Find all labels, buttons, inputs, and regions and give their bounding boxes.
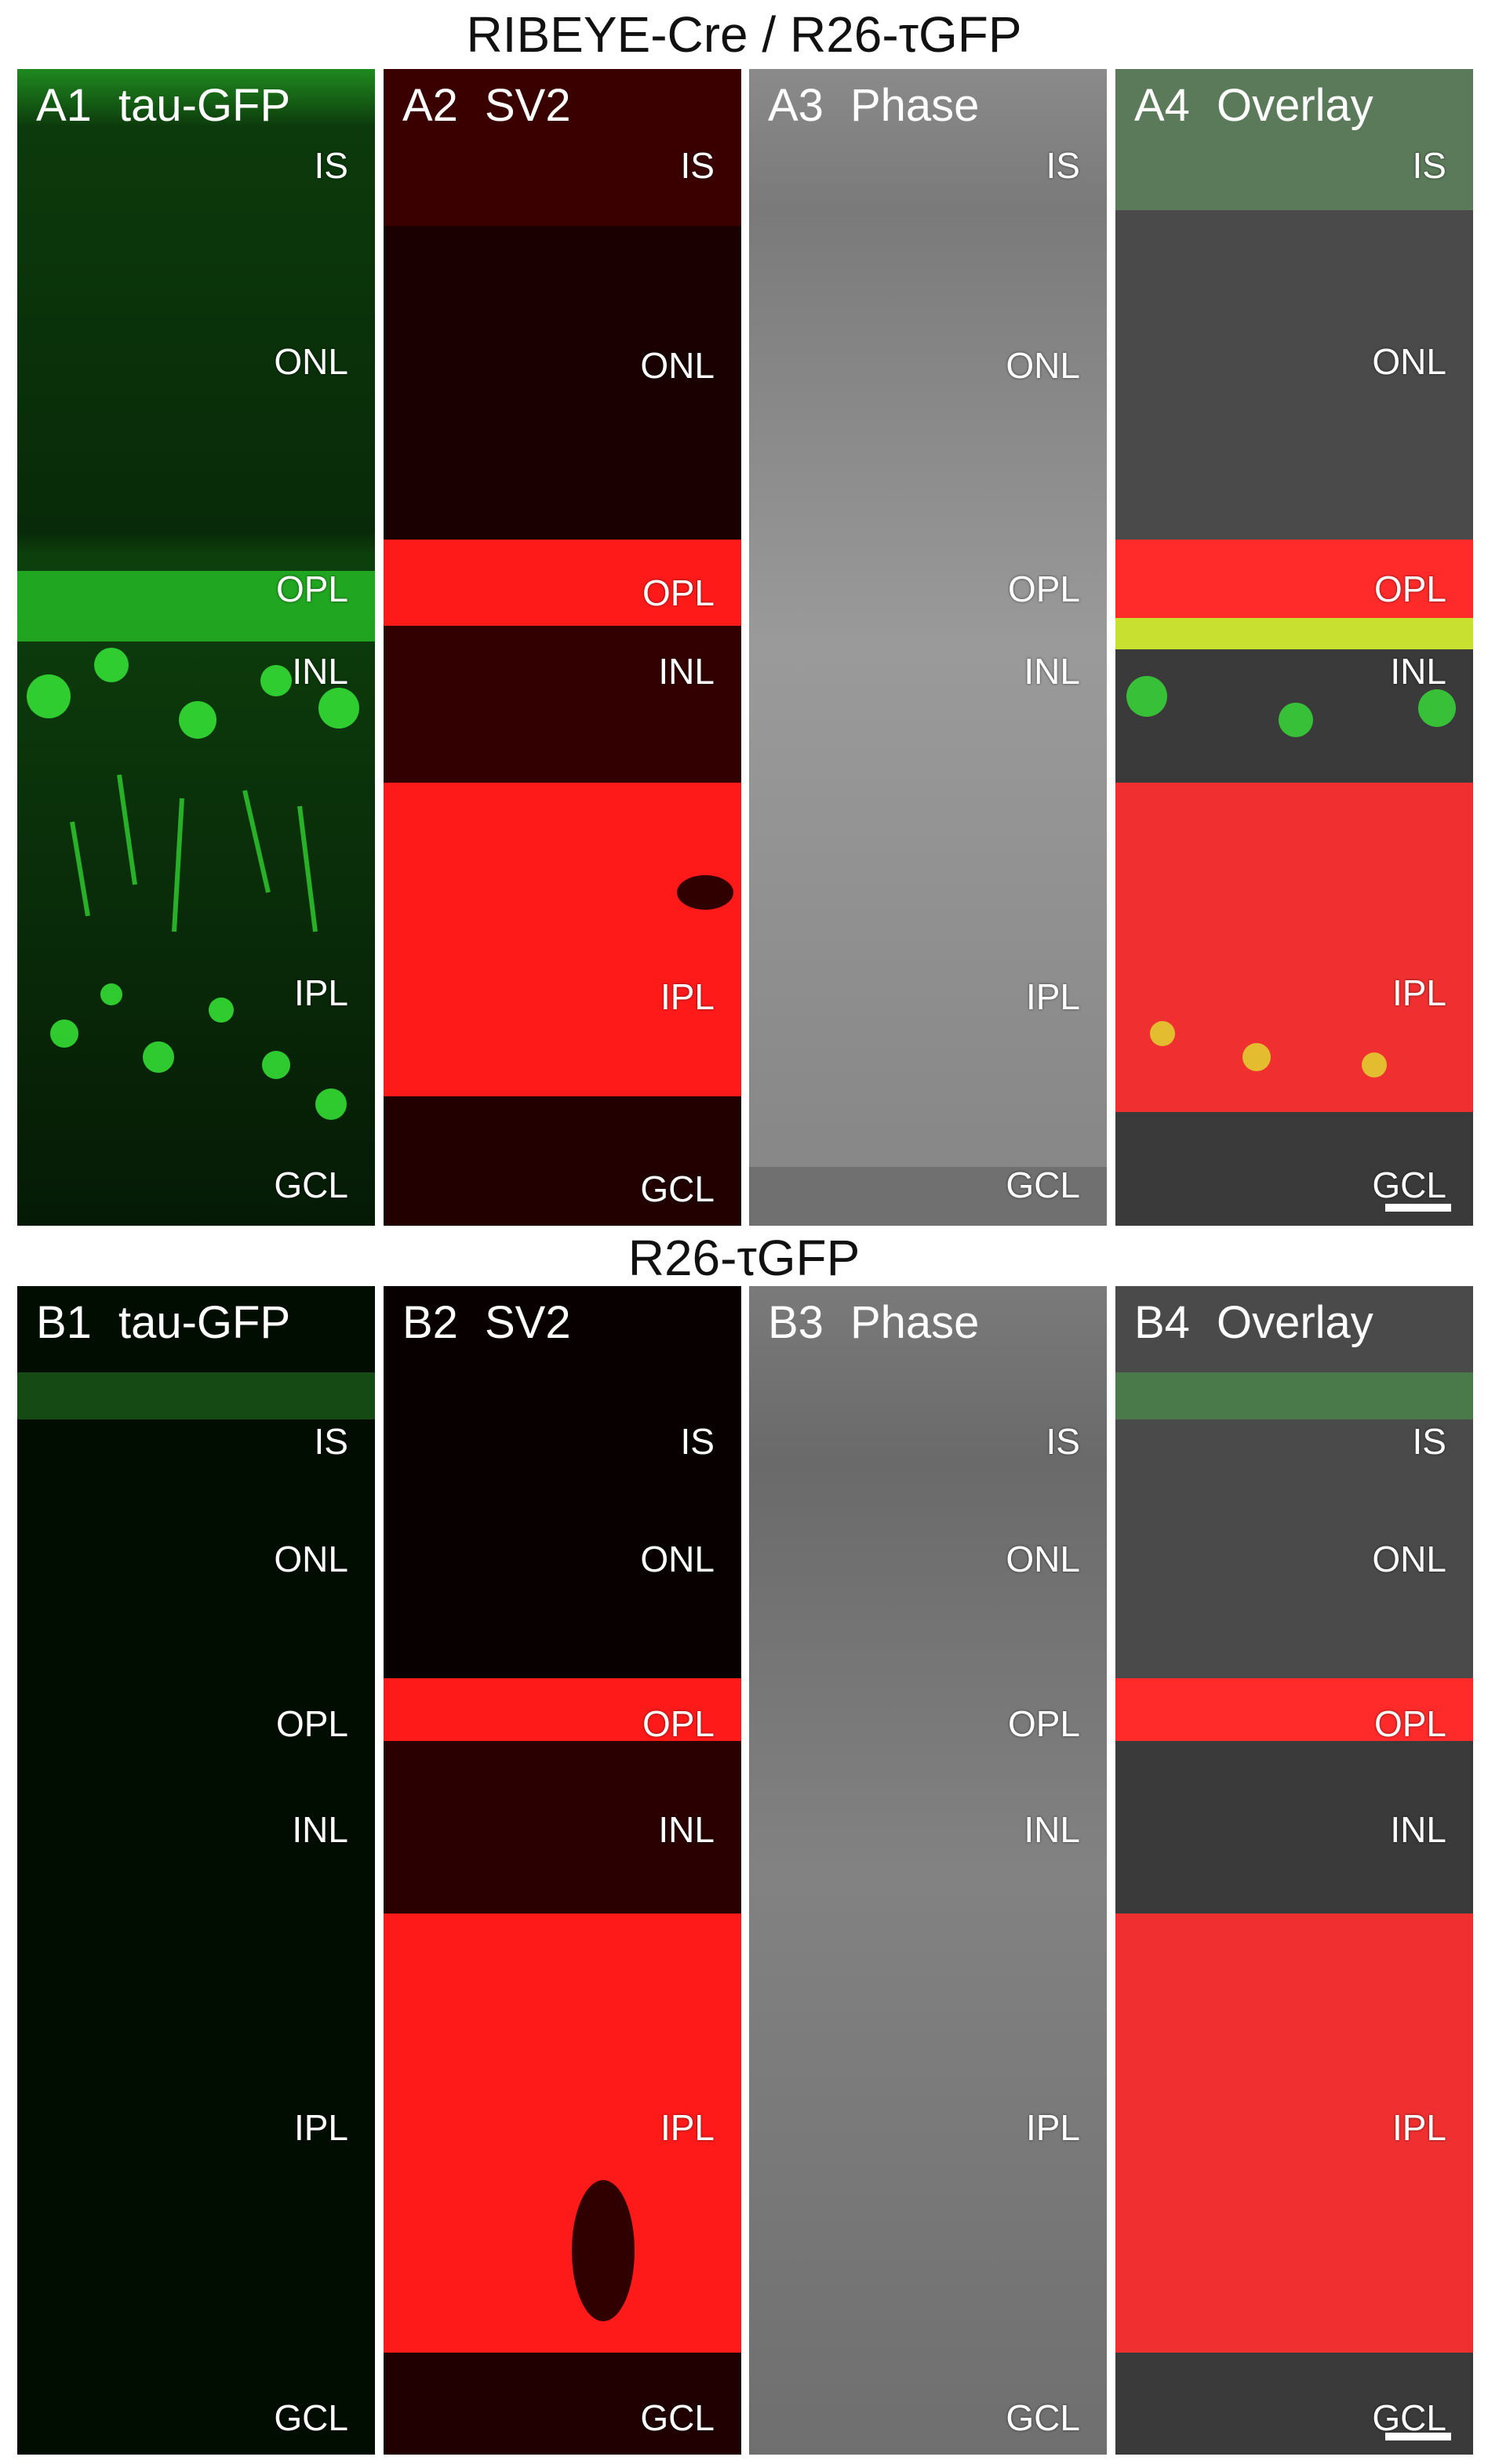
panel-b4-overlay: B4 Overlay IS ONL OPL INL IPL GCL (1115, 1286, 1473, 2455)
micrograph-b4 (1115, 1286, 1473, 2455)
layer-label-gcl: GCL (274, 1165, 348, 1205)
layer-label-ipl: IPL (1025, 2107, 1080, 2148)
panel-b3-phase: B3 Phase IS ONL OPL INL IPL GCL (749, 1286, 1107, 2455)
layer-label-onl: ONL (274, 341, 348, 382)
layer-label-opl: OPL (275, 1703, 348, 1744)
layer-label-inl: INL (292, 1809, 348, 1850)
layer-label-is: IS (314, 1421, 348, 1462)
layer-label-inl: INL (658, 651, 715, 692)
panel-a2-sv2: A2 SV2 IS ONL OPL INL IPL GCL (384, 69, 741, 1226)
panel-label-b2: B2 SV2 (402, 1300, 571, 1346)
panel-b1-tau-gfp: B1 tau-GFP IS ONL OPL INL IPL GCL (17, 1286, 375, 2455)
layer-label-ipl: IPL (1392, 2107, 1446, 2148)
layer-label-ipl: IPL (660, 2107, 715, 2148)
layer-label-is: IS (1046, 1421, 1080, 1462)
micrograph-a3 (749, 69, 1107, 1226)
layer-label-onl: ONL (640, 345, 715, 386)
layer-label-inl: INL (658, 1809, 715, 1850)
layer-label-gcl: GCL (640, 2397, 715, 2438)
panel-label-b4: B4 Overlay (1134, 1300, 1373, 1346)
layer-label-inl: INL (1024, 1809, 1080, 1850)
scale-bar (1385, 1204, 1451, 1212)
layer-label-ipl: IPL (293, 2107, 348, 2148)
micrograph-a2 (384, 69, 741, 1226)
panel-channel: Phase (850, 1297, 980, 1348)
micrograph-a4 (1115, 69, 1473, 1226)
layer-label-gcl: GCL (1006, 2397, 1080, 2438)
micrograph-b2 (384, 1286, 741, 2455)
layer-label-opl: OPL (1373, 569, 1446, 609)
layer-label-inl: INL (1024, 651, 1080, 692)
panel-b2-sv2: B2 SV2 IS ONL OPL INL IPL GCL (384, 1286, 741, 2455)
panel-a1-tau-gfp: A1 tau-GFP IS ONL OPL INL IPL GCL (17, 69, 375, 1226)
panel-label-a4: A4 Overlay (1134, 83, 1373, 129)
scale-bar (1385, 2433, 1451, 2440)
panel-id: A4 (1134, 80, 1190, 131)
micrograph-a1 (17, 69, 375, 1226)
layer-label-is: IS (680, 145, 715, 186)
layer-label-onl: ONL (640, 1539, 715, 1579)
panel-label-a2: A2 SV2 (402, 83, 571, 129)
panel-id: A1 (36, 80, 92, 131)
layer-label-gcl: GCL (274, 2397, 348, 2438)
row-b-title: R26-τGFP (628, 1230, 860, 1286)
layer-label-opl: OPL (1007, 569, 1080, 609)
layer-label-opl: OPL (642, 1703, 715, 1744)
panel-id: A2 (402, 80, 458, 131)
panel-label-b3: B3 Phase (768, 1300, 979, 1346)
panel-a3-phase: A3 Phase IS ONL OPL INL IPL GCL (749, 69, 1107, 1226)
micrograph-b3 (749, 1286, 1107, 2455)
layer-label-opl: OPL (275, 569, 348, 609)
layer-label-inl: INL (1390, 651, 1446, 692)
panel-label-a3: A3 Phase (768, 83, 979, 129)
panel-channel: Overlay (1216, 80, 1373, 131)
layer-label-gcl: GCL (1372, 1165, 1446, 1205)
panel-label-a1: A1 tau-GFP (36, 83, 290, 129)
layer-label-opl: OPL (1007, 1703, 1080, 1744)
layer-label-onl: ONL (1006, 1539, 1080, 1579)
layer-label-inl: INL (1390, 1809, 1446, 1850)
panel-label-b1: B1 tau-GFP (36, 1300, 290, 1346)
panel-channel: tau-GFP (118, 1297, 291, 1348)
layer-label-is: IS (680, 1421, 715, 1462)
layer-label-gcl: GCL (1006, 1165, 1080, 1205)
layer-label-is: IS (314, 145, 348, 186)
layer-label-ipl: IPL (660, 976, 715, 1017)
panel-channel: Overlay (1216, 1297, 1373, 1348)
panel-id: A3 (768, 80, 824, 131)
layer-label-opl: OPL (642, 572, 715, 613)
panel-channel: tau-GFP (118, 80, 291, 131)
panel-id: B1 (36, 1297, 92, 1348)
panel-id: B3 (768, 1297, 824, 1348)
layer-label-ipl: IPL (1025, 976, 1080, 1017)
layer-label-opl: OPL (1373, 1703, 1446, 1744)
micrograph-b1 (17, 1286, 375, 2455)
layer-label-ipl: IPL (293, 972, 348, 1013)
panel-channel: Phase (850, 80, 980, 131)
layer-label-inl: INL (292, 651, 348, 692)
panel-id: B4 (1134, 1297, 1190, 1348)
panel-channel: SV2 (484, 1297, 571, 1348)
layer-label-onl: ONL (274, 1539, 348, 1579)
row-a-title: RIBEYE-Cre / R26-τGFP (466, 6, 1022, 63)
layer-label-onl: ONL (1372, 341, 1446, 382)
layer-label-is: IS (1412, 145, 1446, 186)
layer-label-is: IS (1412, 1421, 1446, 1462)
layer-label-ipl: IPL (1392, 972, 1446, 1013)
layer-label-gcl: GCL (1372, 2397, 1446, 2438)
layer-label-onl: ONL (1006, 345, 1080, 386)
layer-label-is: IS (1046, 145, 1080, 186)
layer-label-gcl: GCL (640, 1168, 715, 1209)
panel-channel: SV2 (484, 80, 571, 131)
layer-label-onl: ONL (1372, 1539, 1446, 1579)
panel-id: B2 (402, 1297, 458, 1348)
panel-a4-overlay: A4 Overlay IS ONL OPL INL IPL GCL (1115, 69, 1473, 1226)
